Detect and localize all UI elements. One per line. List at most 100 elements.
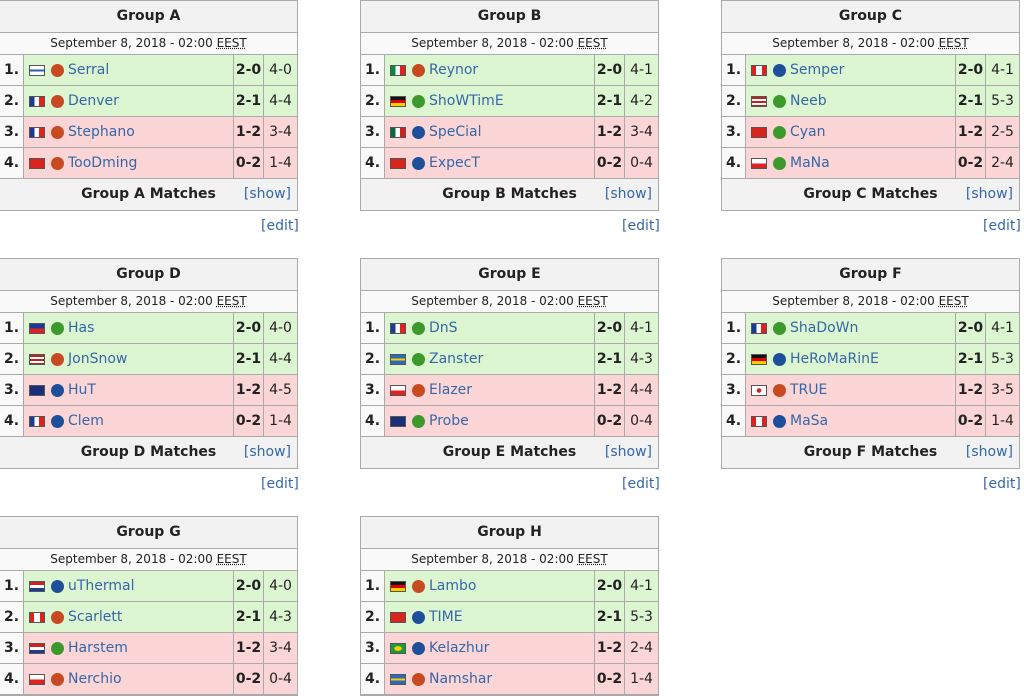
- player-row: 4. TooDming 0-2 1-4: [0, 148, 297, 179]
- player-name[interactable]: Has: [68, 320, 95, 336]
- player-name[interactable]: Serral: [68, 62, 110, 78]
- rank: 4.: [361, 406, 385, 436]
- group-title: Group C: [722, 1, 1019, 33]
- match-score: 2-1: [234, 86, 264, 116]
- rank: 3.: [361, 117, 385, 147]
- edit-link[interactable]: [edit]: [622, 476, 660, 492]
- show-link[interactable]: [show]: [965, 444, 1013, 460]
- player-name[interactable]: Probe: [429, 413, 469, 429]
- rank: 4.: [722, 406, 746, 436]
- date: September 8, 2018 - 02:00: [411, 294, 574, 308]
- flag-icon: [390, 126, 406, 138]
- show-link[interactable]: [show]: [243, 186, 291, 202]
- player-name[interactable]: Neeb: [790, 93, 827, 109]
- player-cell: uThermal: [24, 571, 234, 601]
- player-name[interactable]: Scarlett: [68, 609, 123, 625]
- player-row: 3. TRUE 1-2 3-5: [722, 375, 1019, 406]
- rank: 4.: [0, 664, 24, 694]
- player-name[interactable]: JonSnow: [68, 351, 128, 367]
- player-name[interactable]: Elazer: [429, 382, 473, 398]
- player-name[interactable]: uThermal: [68, 578, 135, 594]
- timezone: EEST: [216, 294, 247, 308]
- player-row: 1. Serral 2-0 4-0: [0, 55, 297, 86]
- game-score: 2-5: [986, 117, 1019, 147]
- player-name[interactable]: HuT: [68, 382, 96, 398]
- group-date: September 8, 2018 - 02:00 EEST: [722, 291, 1019, 313]
- match-score: 2-0: [595, 313, 625, 343]
- race-icon: [51, 352, 64, 366]
- player-name[interactable]: Stephano: [68, 124, 135, 140]
- match-score: 2-1: [234, 602, 264, 632]
- edit-link[interactable]: [edit]: [261, 218, 299, 234]
- game-score: 4-3: [264, 602, 297, 632]
- match-score: 2-0: [234, 571, 264, 601]
- flag-icon: [29, 384, 45, 396]
- player-name[interactable]: Reynor: [429, 62, 479, 78]
- match-score: 1-2: [595, 633, 625, 663]
- game-score: 5-3: [986, 86, 1019, 116]
- player-name[interactable]: Kelazhur: [429, 640, 490, 656]
- game-score: 3-5: [986, 375, 1019, 405]
- group-table: Group E September 8, 2018 - 02:00 EEST 1. D…: [360, 258, 659, 469]
- match-score: 2-0: [595, 571, 625, 601]
- player-row: 3. Kelazhur 1-2 2-4: [361, 633, 658, 664]
- player-name[interactable]: Semper: [790, 62, 845, 78]
- player-name[interactable]: Lambo: [429, 578, 477, 594]
- rank: 1.: [722, 55, 746, 85]
- edit-link[interactable]: [edit]: [983, 476, 1021, 492]
- edit-link[interactable]: [edit]: [983, 218, 1021, 234]
- player-name[interactable]: ExpecT: [429, 155, 480, 171]
- player-name[interactable]: HeRoMaRinE: [790, 351, 879, 367]
- player-name[interactable]: TooDming: [68, 155, 138, 171]
- race-icon: [773, 414, 786, 428]
- edit-link[interactable]: [edit]: [622, 218, 660, 234]
- player-name[interactable]: SpeCial: [429, 124, 482, 140]
- player-name[interactable]: ShaDoWn: [790, 320, 859, 336]
- flag-icon: [390, 95, 406, 107]
- show-link[interactable]: [show]: [604, 186, 652, 202]
- player-row: 4. ExpecT 0-2 0-4: [361, 148, 658, 179]
- timezone: EEST: [216, 36, 247, 50]
- player-name[interactable]: Clem: [68, 413, 104, 429]
- rank: 1.: [361, 571, 385, 601]
- match-score: 2-0: [234, 55, 264, 85]
- race-icon: [51, 610, 64, 624]
- player-row: 2. JonSnow 2-1 4-4: [0, 344, 297, 375]
- timezone: EEST: [216, 552, 247, 566]
- player-name[interactable]: Denver: [68, 93, 119, 109]
- player-row: 2. Zanster 2-1 4-3: [361, 344, 658, 375]
- match-score: 0-2: [595, 148, 625, 178]
- player-name[interactable]: Cyan: [790, 124, 826, 140]
- match-score: 2-1: [595, 86, 625, 116]
- player-name[interactable]: Harstem: [68, 640, 128, 656]
- player-name[interactable]: Nerchio: [68, 671, 122, 687]
- show-link[interactable]: [show]: [604, 444, 652, 460]
- player-row: 1. Lambo 2-0 4-1: [361, 571, 658, 602]
- matches-label: Group A Matches: [81, 186, 216, 202]
- player-name[interactable]: TIME: [429, 609, 463, 625]
- flag-icon: [751, 415, 767, 427]
- player-name[interactable]: DnS: [429, 320, 458, 336]
- game-score: 5-3: [625, 602, 658, 632]
- flag-icon: [390, 384, 406, 396]
- show-link[interactable]: [show]: [965, 186, 1013, 202]
- rank: 2.: [361, 344, 385, 374]
- race-icon: [51, 156, 64, 170]
- player-cell: Kelazhur: [385, 633, 595, 663]
- edit-link[interactable]: [edit]: [261, 476, 299, 492]
- match-score: 2-0: [956, 55, 986, 85]
- race-icon: [51, 94, 64, 108]
- game-score: 0-4: [625, 148, 658, 178]
- player-name[interactable]: Zanster: [429, 351, 484, 367]
- game-score: 4-0: [264, 55, 297, 85]
- player-name[interactable]: ShoWTimE: [429, 93, 504, 109]
- flag-icon: [29, 673, 45, 685]
- player-name[interactable]: Namshar: [429, 671, 493, 687]
- show-link[interactable]: [show]: [243, 444, 291, 460]
- player-name[interactable]: MaSa: [790, 413, 829, 429]
- game-score: 1-4: [264, 148, 297, 178]
- player-name[interactable]: TRUE: [790, 382, 828, 398]
- player-name[interactable]: MaNa: [790, 155, 830, 171]
- match-score: 1-2: [234, 117, 264, 147]
- race-icon: [412, 414, 425, 428]
